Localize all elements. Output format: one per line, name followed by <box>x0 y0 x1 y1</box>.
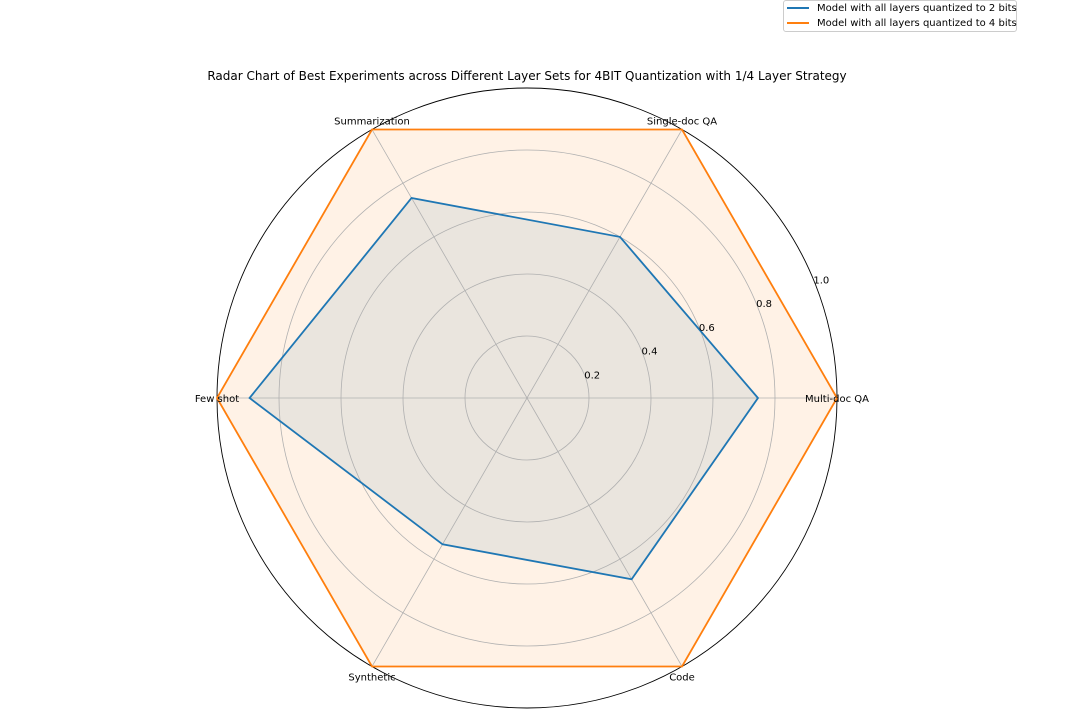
legend-swatch-4bit <box>787 22 809 24</box>
legend-item-4bit: Model with all layers quantized to 4 bit… <box>787 16 1017 30</box>
category-label-1: Single-doc QA <box>647 117 717 128</box>
legend: Model with all layers quantized to 2 bit… <box>783 0 1017 32</box>
grid-spoke-4 <box>371 397 528 667</box>
radial-tick-label-4: 1.0 <box>813 275 829 286</box>
radial-tick-label-1: 0.4 <box>642 347 658 358</box>
category-label-2: Summarization <box>334 117 410 128</box>
radial-tick-label-3: 0.8 <box>756 299 772 310</box>
category-label-5: Code <box>669 672 695 683</box>
category-label-3: Few shot <box>195 394 239 405</box>
legend-item-2bit: Model with all layers quantized to 2 bit… <box>787 1 1017 15</box>
grid-spoke-5 <box>526 397 683 667</box>
radial-tick-label-2: 0.6 <box>699 323 715 334</box>
legend-label-4bit: Model with all layers quantized to 4 bit… <box>817 17 1017 29</box>
category-label-0: Multi-doc QA <box>805 394 869 405</box>
chart-title: Radar Chart of Best Experiments across D… <box>207 69 847 83</box>
category-label-4: Synthetic <box>348 672 395 683</box>
legend-swatch-2bit <box>787 7 809 9</box>
grid-spoke-2 <box>371 129 528 399</box>
series-fill-0 <box>249 197 758 580</box>
radial-tick-label-0: 0.2 <box>584 370 600 381</box>
grid-spoke-1 <box>526 129 683 399</box>
legend-label-2bit: Model with all layers quantized to 2 bit… <box>817 2 1017 14</box>
